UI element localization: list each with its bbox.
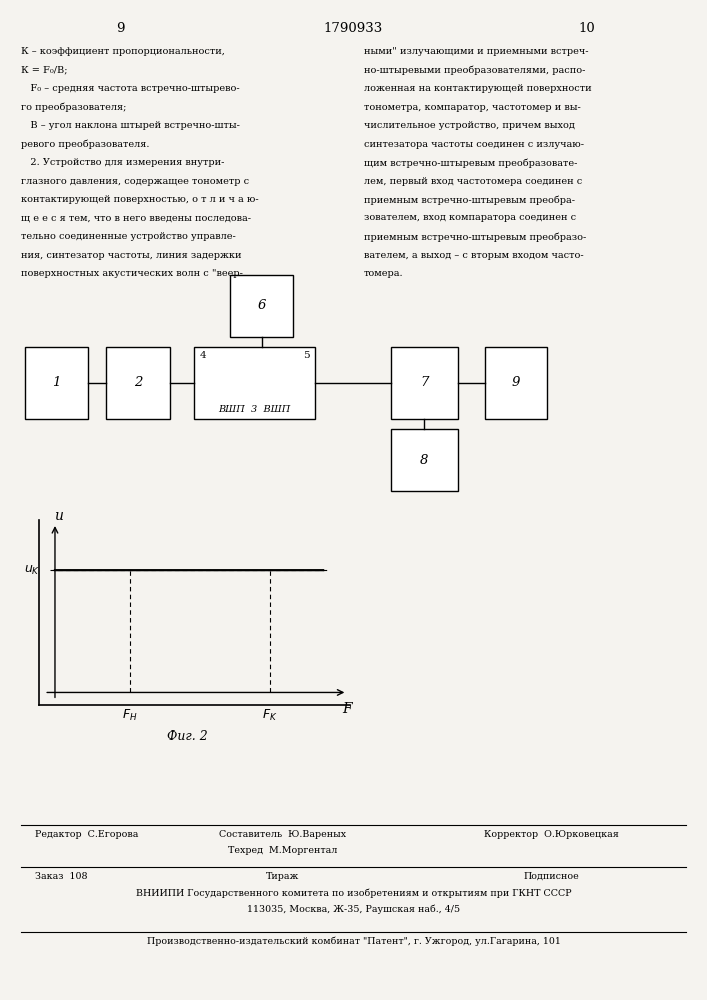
Text: $F_K$: $F_K$ [262, 708, 277, 723]
Text: Составитель  Ю.Вареных: Составитель Ю.Вареных [219, 830, 346, 839]
Text: u: u [54, 509, 62, 523]
Text: 2: 2 [134, 376, 142, 389]
Text: ревого преобразователя.: ревого преобразователя. [21, 140, 150, 149]
Text: ложенная на контактирующей поверхности: ложенная на контактирующей поверхности [364, 84, 592, 93]
Text: тонометра, компаратор, частотомер и вы-: тонометра, компаратор, частотомер и вы- [364, 103, 581, 111]
Text: вателем, а выход – с вторым входом часто-: вателем, а выход – с вторым входом часто… [364, 250, 584, 259]
FancyBboxPatch shape [194, 347, 315, 419]
Text: Заказ  108: Заказ 108 [35, 872, 88, 881]
Text: 1790933: 1790933 [324, 22, 383, 35]
Text: К = F₀/B;: К = F₀/B; [21, 66, 68, 75]
Text: приемным встречно-штыревым преобразо-: приемным встречно-штыревым преобразо- [364, 232, 586, 241]
Text: 9: 9 [116, 22, 124, 35]
Text: F₀ – средняя частота встречно-штырево-: F₀ – средняя частота встречно-штырево- [21, 84, 240, 93]
Text: зователем, вход компаратора соединен с: зователем, вход компаратора соединен с [364, 214, 576, 223]
Text: числительное устройство, причем выход: числительное устройство, причем выход [364, 121, 575, 130]
Text: щим встречно-штыревым преобразовате-: щим встречно-штыревым преобразовате- [364, 158, 578, 167]
Text: Фиг. 1: Фиг. 1 [167, 521, 208, 534]
Text: 4: 4 [199, 351, 206, 360]
Text: Корректор  О.Юрковецкая: Корректор О.Юрковецкая [484, 830, 619, 839]
Text: приемным встречно-штыревым преобра-: приемным встречно-штыревым преобра- [364, 195, 575, 205]
FancyBboxPatch shape [485, 347, 547, 419]
Text: но-штыревыми преобразователями, распо-: но-штыревыми преобразователями, распо- [364, 66, 585, 75]
Text: 1: 1 [52, 376, 61, 389]
Text: Редактор  С.Егорова: Редактор С.Егорова [35, 830, 139, 839]
FancyBboxPatch shape [390, 347, 458, 419]
Text: поверхностных акустических волн с "веер-: поверхностных акустических волн с "веер- [21, 269, 243, 278]
FancyBboxPatch shape [25, 347, 88, 419]
Text: го преобразователя;: го преобразователя; [21, 103, 127, 112]
FancyBboxPatch shape [230, 275, 293, 337]
Text: $u_K$: $u_K$ [24, 564, 40, 577]
Text: Подписное: Подписное [524, 872, 579, 881]
Text: ВНИИПИ Государственного комитета по изобретениям и открытиям при ГКНТ СССР: ВНИИПИ Государственного комитета по изоб… [136, 888, 571, 898]
Text: Фиг. 2: Фиг. 2 [167, 730, 208, 743]
Text: Техред  М.Моргентал: Техред М.Моргентал [228, 846, 337, 855]
Text: ными" излучающими и приемными встреч-: ными" излучающими и приемными встреч- [364, 47, 589, 56]
Text: тельно соединенные устройство управле-: тельно соединенные устройство управле- [21, 232, 236, 241]
Text: Производственно-издательский комбинат "Патент", г. Ужгород, ул.Гагарина, 101: Производственно-издательский комбинат "П… [146, 937, 561, 946]
Text: лем, первый вход частотомера соединен с: лем, первый вход частотомера соединен с [364, 177, 583, 186]
Text: 6: 6 [257, 299, 266, 312]
Text: B – угол наклона штырей встречно-шты-: B – угол наклона штырей встречно-шты- [21, 121, 240, 130]
Text: 5: 5 [303, 351, 310, 360]
Text: щ е е с я тем, что в него введены последова-: щ е е с я тем, что в него введены послед… [21, 214, 251, 223]
Text: К – коэффициент пропорциональности,: К – коэффициент пропорциональности, [21, 47, 225, 56]
Text: Тираж: Тираж [266, 872, 300, 881]
Text: 7: 7 [420, 376, 428, 389]
Text: F: F [342, 702, 352, 716]
Text: ВШП  3  ВШП: ВШП 3 ВШП [218, 405, 291, 414]
Text: синтезатора частоты соединен с излучаю-: синтезатора частоты соединен с излучаю- [364, 140, 584, 149]
FancyBboxPatch shape [106, 347, 170, 419]
Text: 113035, Москва, Ж-35, Раушская наб., 4/5: 113035, Москва, Ж-35, Раушская наб., 4/5 [247, 904, 460, 914]
Text: 10: 10 [578, 22, 595, 35]
Text: 8: 8 [420, 454, 428, 467]
Text: глазного давления, содержащее тонометр с: глазного давления, содержащее тонометр с [21, 177, 250, 186]
Text: 9: 9 [512, 376, 520, 389]
Text: 2. Устройство для измерения внутри-: 2. Устройство для измерения внутри- [21, 158, 225, 167]
Text: $F_H$: $F_H$ [122, 708, 138, 723]
Text: томера.: томера. [364, 269, 404, 278]
Text: ния, синтезатор частоты, линия задержки: ния, синтезатор частоты, линия задержки [21, 250, 242, 259]
FancyBboxPatch shape [390, 429, 458, 491]
Text: контактирующей поверхностью, о т л и ч а ю-: контактирующей поверхностью, о т л и ч а… [21, 195, 259, 204]
